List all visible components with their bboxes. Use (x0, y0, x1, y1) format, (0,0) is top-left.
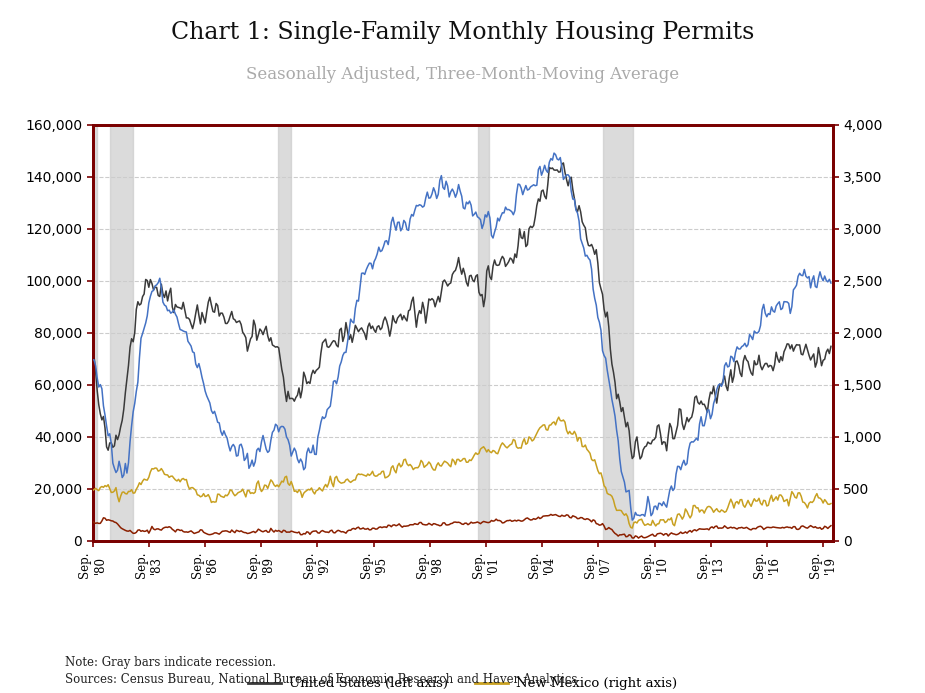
Bar (603, 125, 633, 541)
Bar (91, 125, 97, 541)
Text: Sources: Census Bureau, National Bureau of Economic Research and Haver Analytics: Sources: Census Bureau, National Bureau … (65, 673, 577, 686)
Bar (478, 125, 489, 541)
Bar (278, 125, 290, 541)
Text: Chart 1: Single-Family Monthly Housing Permits: Chart 1: Single-Family Monthly Housing P… (171, 21, 754, 44)
Bar (110, 125, 133, 541)
Legend: United States (left axis), Colorado (right axis), New Mexico (right axis), Wyomi: United States (left axis), Colorado (rig… (243, 672, 682, 693)
Text: Note: Gray bars indicate recession.: Note: Gray bars indicate recession. (65, 656, 276, 669)
Text: Seasonally Adjusted, Three-Month-Moving Average: Seasonally Adjusted, Three-Month-Moving … (246, 66, 679, 83)
